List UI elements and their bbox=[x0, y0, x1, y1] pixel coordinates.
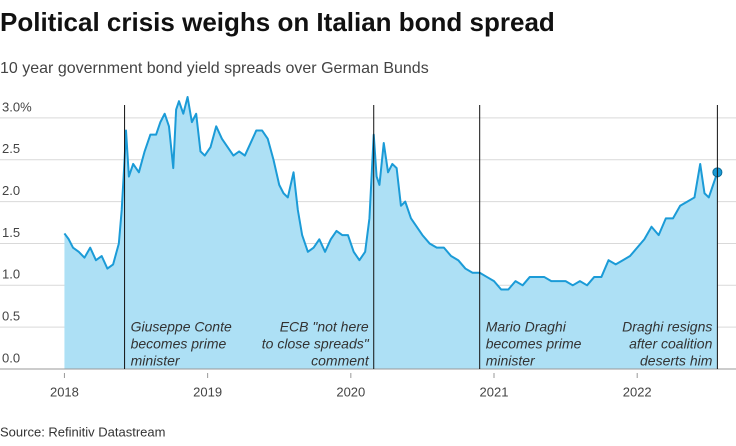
y-tick-label: 3.0% bbox=[2, 99, 32, 114]
x-tick-label: 2020 bbox=[336, 384, 365, 399]
annotation-text: Giuseppe Conte bbox=[131, 319, 232, 335]
annotation-text: becomes prime bbox=[131, 336, 227, 352]
y-tick-label: 1.0 bbox=[2, 267, 20, 282]
y-tick-label: 0.0 bbox=[2, 350, 20, 365]
x-tick-label: 2018 bbox=[50, 384, 79, 399]
source: Source: Refinitiv Datastream bbox=[0, 424, 165, 439]
annotation-text: ECB "not here bbox=[280, 319, 369, 335]
annotation-text: Mario Draghi bbox=[486, 319, 567, 335]
y-tick-label: 2.0 bbox=[2, 183, 20, 198]
chart-subtitle: 10 year government bond yield spreads ov… bbox=[0, 60, 429, 77]
annotation-text: minister bbox=[486, 353, 536, 369]
chart-title: Political crisis weighs on Italian bond … bbox=[0, 7, 555, 37]
annotation-text: Draghi resigns bbox=[622, 319, 712, 335]
annotation-text: after coalition bbox=[629, 336, 712, 352]
x-tick-label: 2019 bbox=[193, 384, 222, 399]
annotation-text: becomes prime bbox=[486, 336, 582, 352]
y-tick-label: 0.5 bbox=[2, 309, 20, 324]
y-tick-label: 1.5 bbox=[2, 225, 20, 240]
y-tick-label: 2.5 bbox=[2, 141, 20, 156]
line bbox=[63, 96, 719, 291]
area bbox=[64, 97, 718, 369]
x-tick-label: 2022 bbox=[623, 384, 652, 399]
annotation-text: comment bbox=[311, 353, 370, 369]
annotation-text: to close spreads" bbox=[262, 336, 370, 352]
x-tick-label: 2021 bbox=[480, 384, 509, 399]
annotation-text: minister bbox=[131, 353, 181, 369]
annotation-text: deserts him bbox=[640, 353, 713, 369]
